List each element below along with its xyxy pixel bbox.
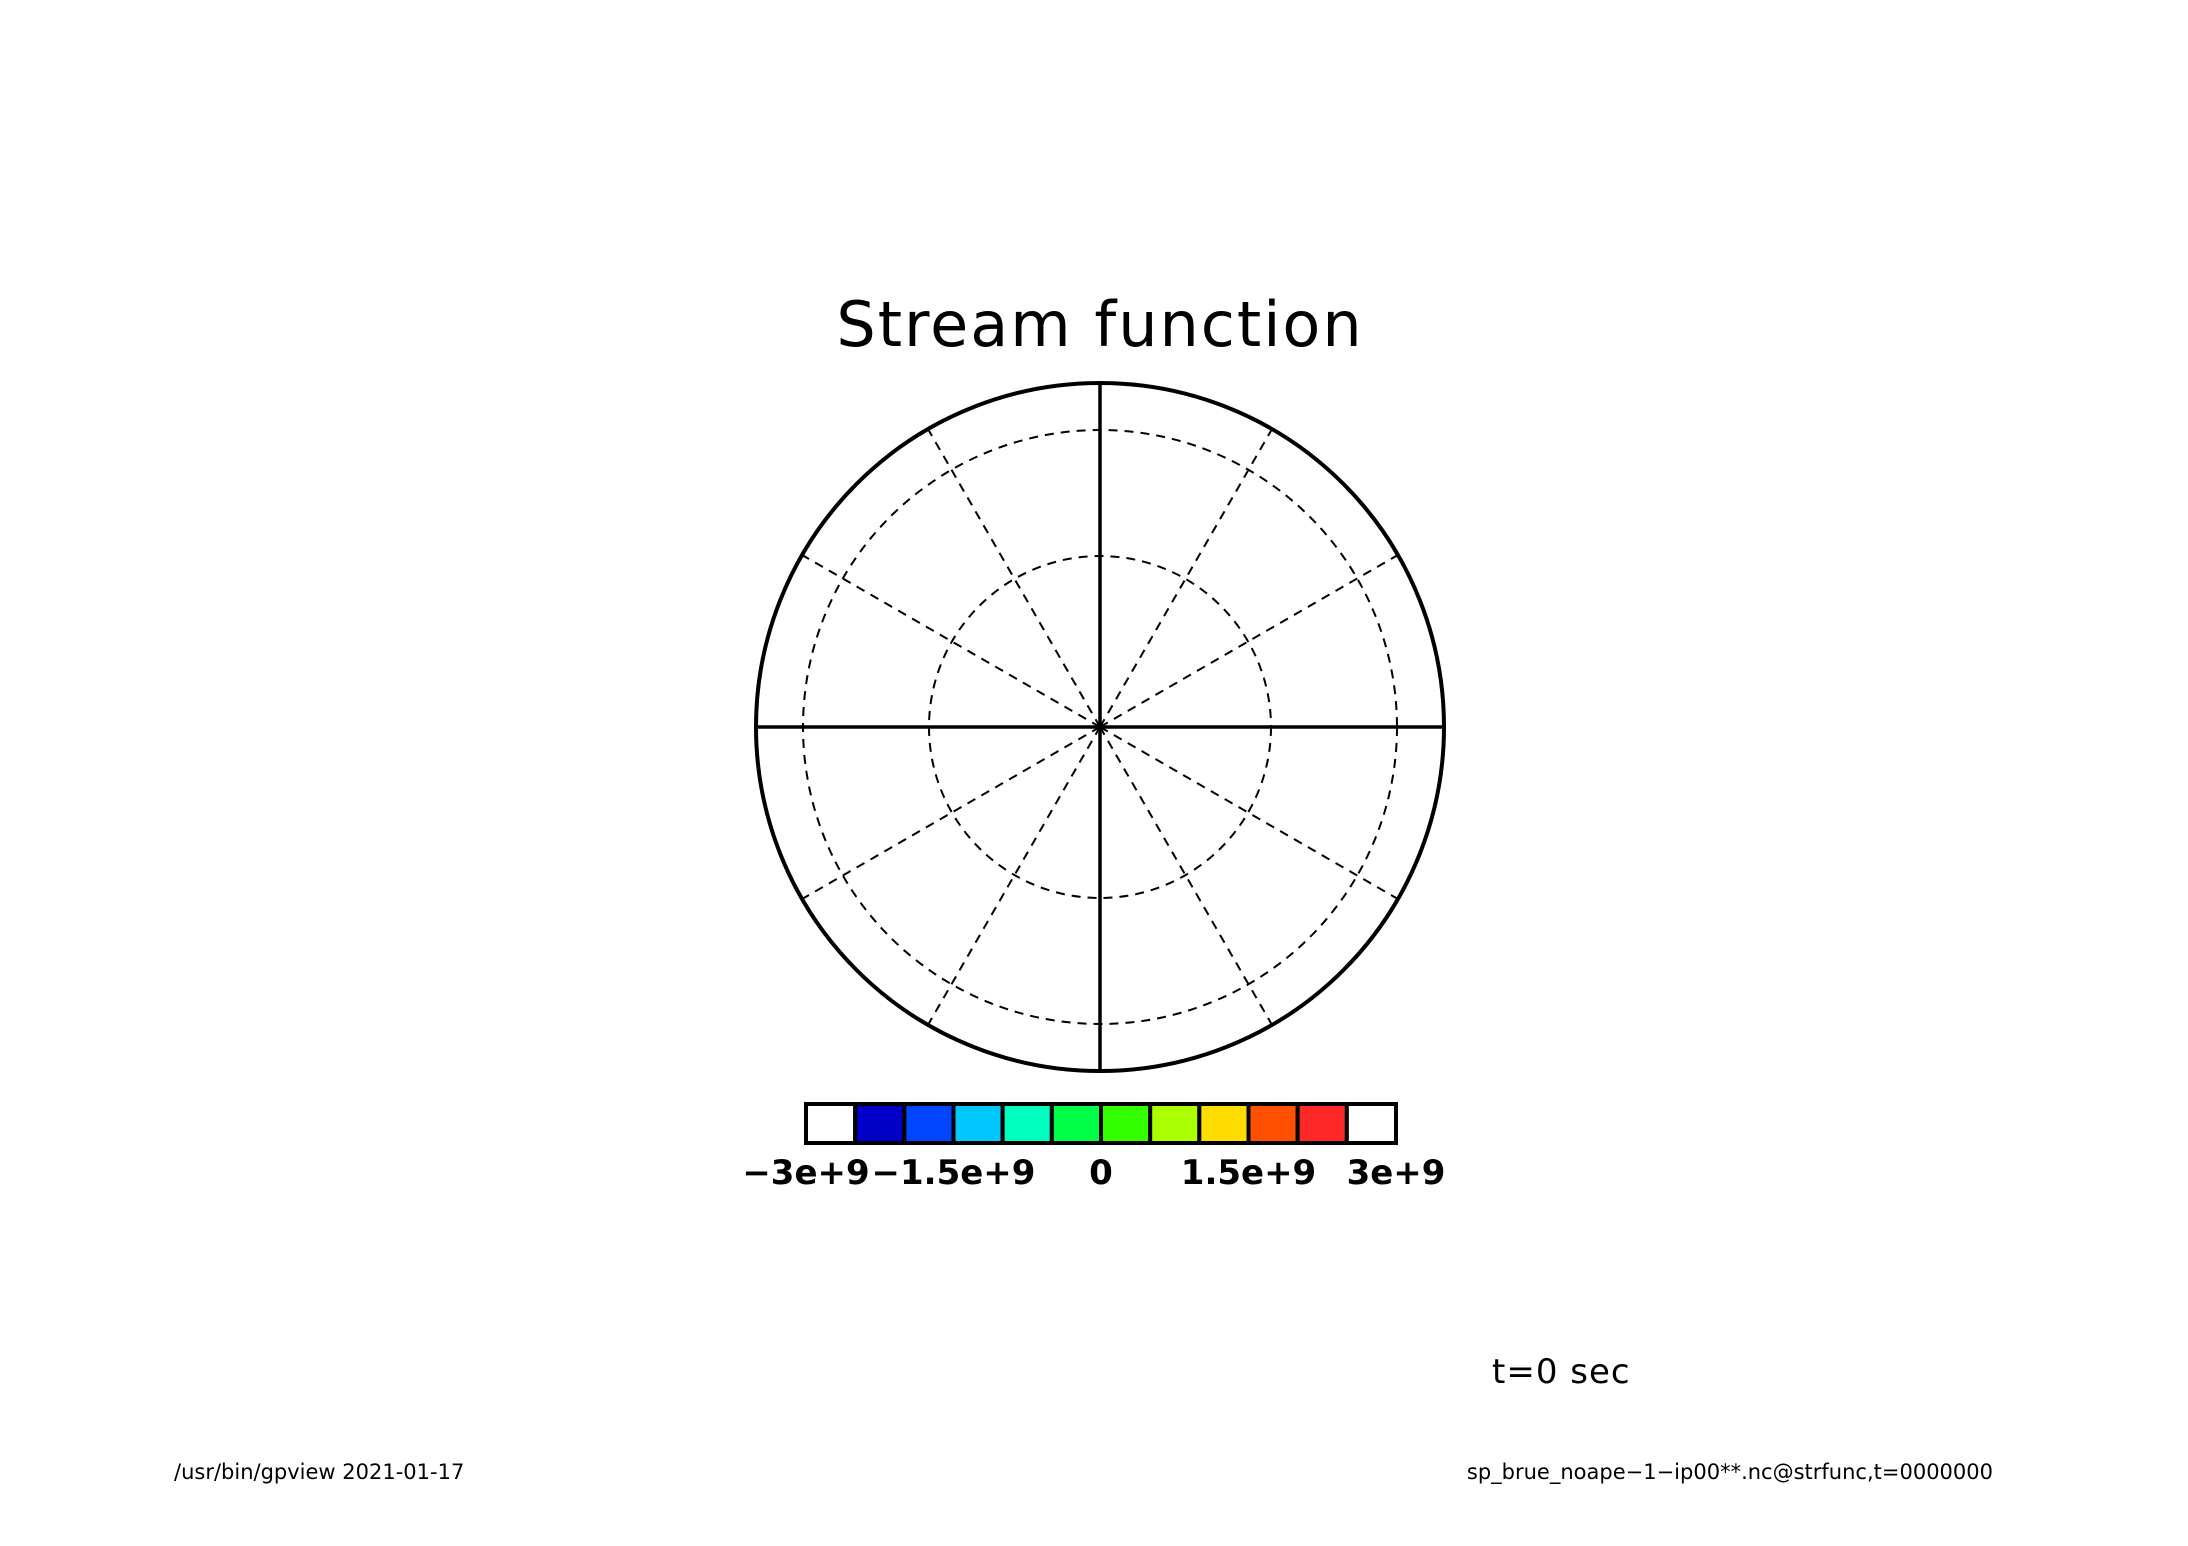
colorbar-box-4 — [1000, 1102, 1054, 1145]
colorbar-box-7 — [1148, 1102, 1202, 1145]
colorbar-box-11 — [1344, 1102, 1399, 1145]
colorbar-box-9 — [1246, 1102, 1300, 1145]
meridian-line-120 — [927, 428, 1101, 728]
footer-program-date: /usr/bin/gpview 2021-01-17 — [174, 1460, 465, 1484]
time-annotation: t=0 sec — [1492, 1352, 1631, 1392]
footer-file-info: sp_brue_noape−1−ip00**.nc@strfunc,t=0000… — [1466, 1460, 1993, 1484]
colorbar-box-2 — [902, 1102, 956, 1145]
colorbar-box-6 — [1099, 1102, 1153, 1145]
colorbar-box-3 — [951, 1102, 1005, 1145]
colorbar-tick-label: −3e+9 — [742, 1153, 870, 1193]
colorbar-box-10 — [1295, 1102, 1349, 1145]
colorbar-tick-label: −1.5e+9 — [871, 1153, 1036, 1193]
colorbar-box-5 — [1049, 1102, 1104, 1145]
colorbar-box-8 — [1197, 1102, 1251, 1145]
polar-boundary — [754, 381, 1446, 1073]
colorbar-tick-label: 3e+9 — [1346, 1153, 1446, 1193]
meridian-line-60 — [1099, 428, 1273, 728]
colorbar-tick-label: 1.5e+9 — [1180, 1153, 1317, 1193]
meridian-line-330 — [1099, 726, 1399, 900]
meridian-line-210 — [801, 726, 1101, 900]
colorbar-tick-label: 0 — [1089, 1153, 1113, 1193]
chart-title: Stream function — [836, 288, 1364, 361]
colorbar-box-1 — [853, 1102, 907, 1145]
colorbar-box-0 — [804, 1102, 858, 1145]
